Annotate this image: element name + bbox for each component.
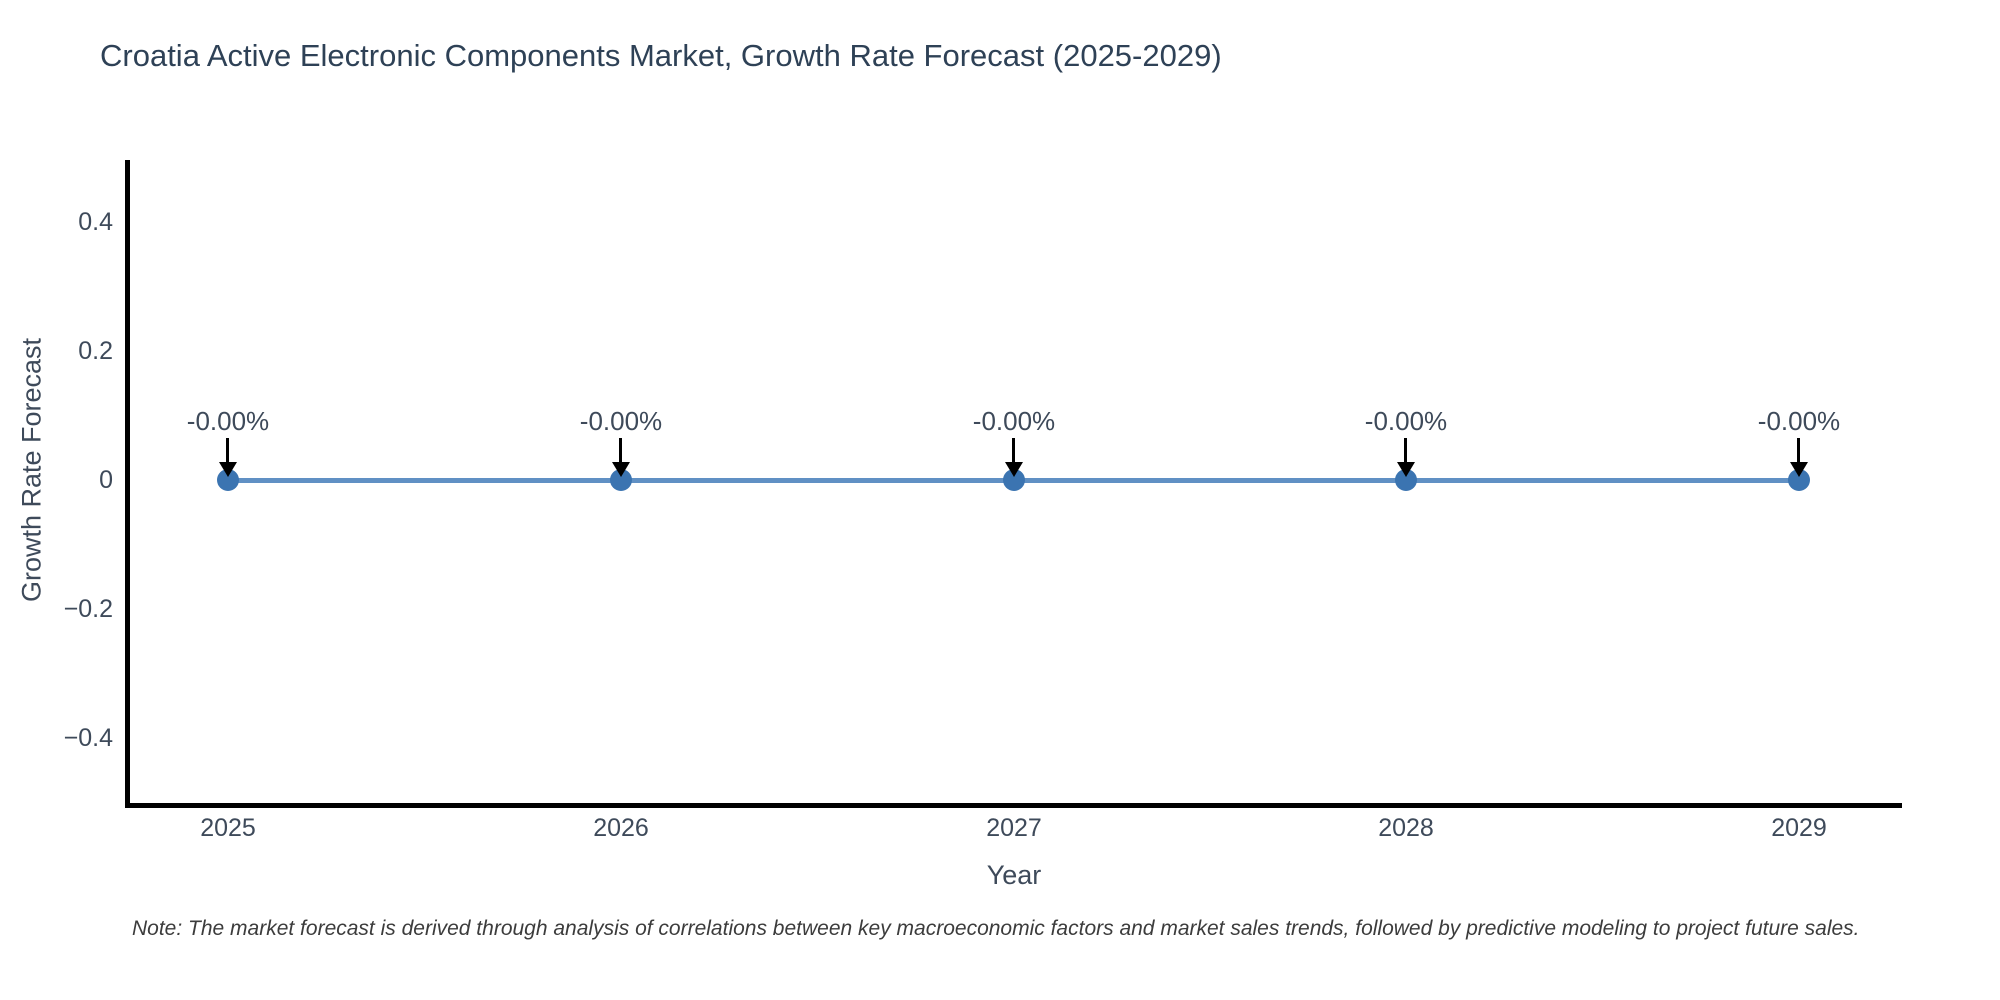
- annotation-arrow-shaft: [1404, 438, 1407, 464]
- annotation-label: -0.00%: [972, 406, 1056, 436]
- annotation-arrow-head: [1790, 462, 1808, 477]
- x-tick-label: 2025: [200, 814, 256, 842]
- annotation-arrow-head: [1397, 462, 1415, 477]
- annotation-arrow-shaft: [1012, 438, 1015, 464]
- annotation-arrow-head: [219, 462, 237, 477]
- annotation-label: -0.00%: [1364, 406, 1448, 436]
- annotation-arrow-head: [1005, 462, 1023, 477]
- chart-title: Croatia Active Electronic Components Mar…: [100, 38, 1222, 73]
- x-tick-label: 2028: [1378, 814, 1434, 842]
- y-tick-label: −0.4: [63, 724, 113, 752]
- x-axis-line: [125, 803, 1902, 808]
- y-axis-line: [125, 160, 130, 808]
- annotation-label: -0.00%: [1757, 406, 1841, 436]
- y-tick-label: 0: [99, 466, 113, 494]
- x-axis-title: Year: [986, 860, 1042, 890]
- footnote: Note: The market forecast is derived thr…: [132, 917, 1860, 940]
- y-tick-label: −0.2: [63, 595, 113, 623]
- annotation-arrow-head: [612, 462, 630, 477]
- annotation-arrow-shaft: [226, 438, 229, 464]
- x-tick-label: 2026: [593, 814, 649, 842]
- y-tick-label: 0.2: [78, 337, 113, 365]
- x-tick-label: 2027: [986, 814, 1042, 842]
- annotation-label: -0.00%: [186, 406, 270, 436]
- x-tick-label: 2029: [1771, 814, 1827, 842]
- annotation-label: -0.00%: [579, 406, 663, 436]
- annotation-arrow-shaft: [1797, 438, 1800, 464]
- annotation-arrow-shaft: [619, 438, 622, 464]
- y-tick-label: 0.4: [78, 208, 113, 236]
